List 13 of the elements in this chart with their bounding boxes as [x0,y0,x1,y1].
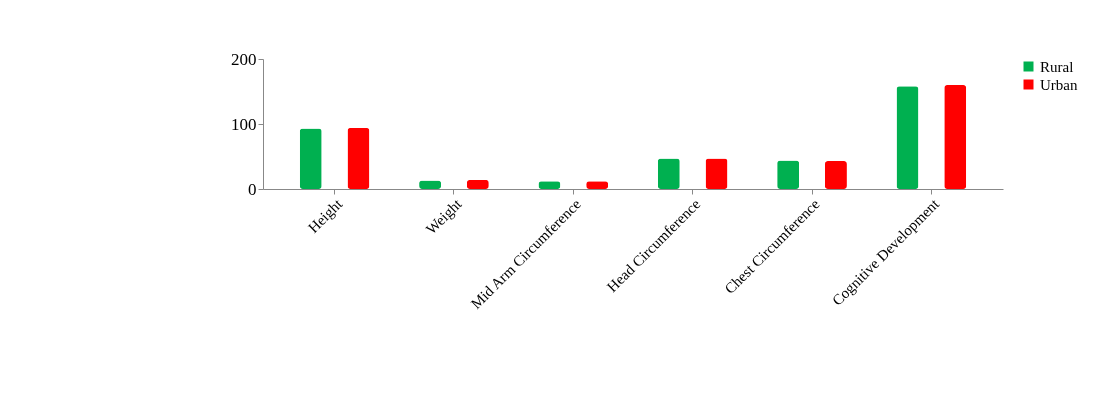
bar [705,158,728,189]
bar [299,128,322,189]
bar [896,86,919,189]
bar [347,127,370,189]
legend-label: Urban [1040,76,1078,93]
bar [777,160,800,189]
bar [824,161,847,189]
legend-label: Rural [1040,58,1074,75]
y-tick-label: 200 [231,49,257,69]
bar [944,85,967,189]
y-tick-label: 100 [231,114,257,134]
y-tick-label: 0 [248,179,257,199]
bar [657,158,680,189]
